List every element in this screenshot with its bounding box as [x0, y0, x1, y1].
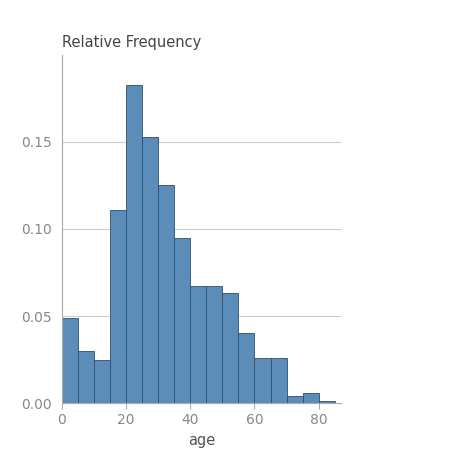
Bar [110, 210, 126, 403]
Bar [158, 185, 174, 403]
Bar [222, 294, 238, 403]
Bar [319, 401, 335, 403]
Bar [142, 137, 158, 403]
Bar [271, 358, 287, 403]
Bar [94, 360, 110, 403]
Bar [62, 318, 78, 403]
Bar [255, 358, 271, 403]
Bar [174, 238, 190, 403]
Text: Relative Frequency: Relative Frequency [62, 35, 201, 49]
Bar [126, 85, 142, 403]
Bar [78, 351, 94, 403]
Bar [287, 396, 303, 403]
Bar [206, 286, 222, 403]
Bar [303, 393, 319, 403]
Bar [190, 286, 206, 403]
X-axis label: age: age [188, 433, 215, 448]
Bar [238, 333, 255, 403]
